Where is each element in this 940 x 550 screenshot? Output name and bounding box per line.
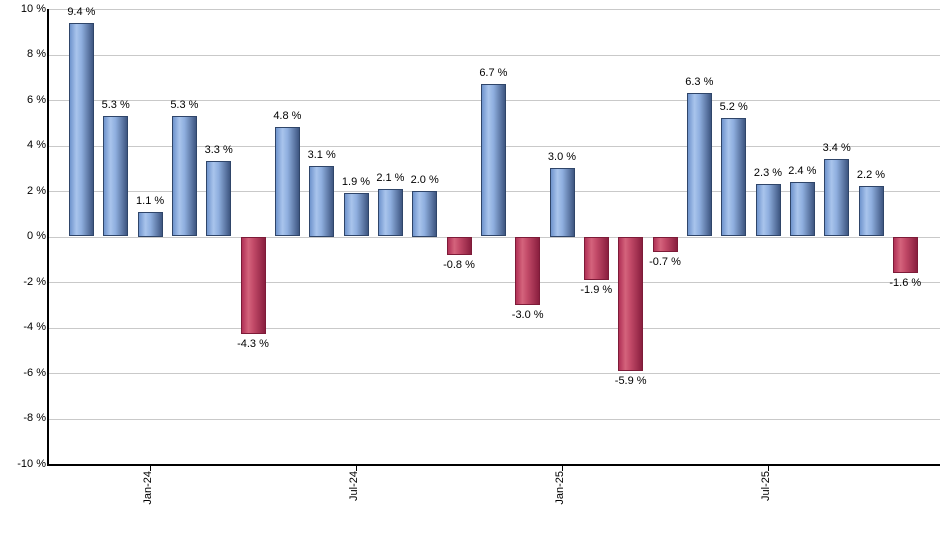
y-axis-label: -6 %: [23, 366, 46, 379]
bar-value-label: 3.0 %: [547, 151, 577, 164]
x-axis-tick: [150, 464, 152, 471]
bar-value-label: 3.3 %: [204, 144, 233, 157]
bar: [515, 236, 541, 305]
x-axis-tick: [562, 464, 563, 471]
bar: [789, 181, 815, 237]
bar-value-label: -1.6 %: [889, 276, 922, 289]
x-axis-label: Jan-25: [554, 471, 566, 505]
gridline: [48, 236, 940, 238]
x-axis-tick: [768, 464, 769, 471]
bar-value-label: -0.8 %: [443, 258, 475, 271]
bar: [377, 188, 403, 237]
bar: [652, 236, 678, 253]
bar: [618, 236, 644, 371]
y-axis-label: 0 %: [27, 230, 46, 242]
y-axis-label: 10 %: [20, 2, 46, 15]
bar-value-label: 3.4 %: [822, 142, 851, 155]
y-axis-label: -8 %: [23, 412, 46, 424]
bar: [274, 127, 300, 237]
bar: [824, 159, 850, 237]
y-axis-label: -4 %: [23, 321, 46, 333]
bar-value-label: 5.3 %: [101, 98, 130, 111]
y-axis-label: -10 %: [17, 457, 46, 470]
y-axis-label: 4 %: [27, 139, 46, 151]
bar: [755, 184, 781, 237]
bar-value-label: 9.4 %: [67, 5, 96, 18]
bar: [240, 236, 266, 335]
bar-value-label: 4.8 %: [273, 110, 302, 123]
bar-value-label: 2.0 %: [410, 174, 439, 186]
bar: [206, 161, 232, 237]
bar: [858, 186, 884, 237]
y-axis-label: -2 %: [23, 275, 46, 288]
bar-value-label: 5.3 %: [170, 98, 199, 111]
gridline: [48, 282, 940, 283]
y-axis-label: 6 %: [27, 93, 46, 106]
y-axis-label: 2 %: [27, 184, 46, 197]
y-axis-label: 8 %: [27, 48, 46, 60]
bar-value-label: -5.9 %: [614, 374, 647, 387]
gridline: [48, 54, 940, 56]
bar: [68, 22, 94, 237]
x-axis-label: Jul-25: [760, 471, 772, 501]
gridline: [48, 9, 940, 10]
bar: [892, 236, 918, 273]
bar-value-label: 6.3 %: [685, 76, 714, 89]
x-axis-line: [47, 464, 940, 466]
bar: [549, 168, 575, 237]
bar: [171, 115, 197, 237]
x-axis-tick: [356, 464, 357, 471]
bar: [480, 84, 506, 237]
bar: [686, 93, 712, 237]
bar: [309, 166, 335, 237]
gridline: [48, 373, 940, 374]
gridline: [48, 327, 940, 329]
x-axis-label: Jul-24: [348, 471, 360, 501]
bar: [446, 236, 472, 255]
bar-value-label: 1.1 %: [136, 194, 165, 207]
bar: [103, 115, 129, 237]
bar: [583, 236, 609, 280]
bar: [137, 211, 163, 237]
x-axis-label: Jan-24: [142, 471, 155, 505]
y-axis-line: [47, 9, 49, 466]
bar: [412, 191, 438, 237]
bar-value-label: -1.9 %: [580, 283, 613, 296]
bar-value-label: 2.2 %: [856, 169, 886, 182]
bar: [721, 118, 747, 237]
bar-value-label: 2.4 %: [788, 164, 817, 177]
bar-value-label: -0.7 %: [649, 256, 681, 269]
bar-value-label: -4.3 %: [237, 338, 269, 351]
bar-value-label: 3.1 %: [307, 149, 336, 161]
bar-value-label: 1.9 %: [341, 176, 371, 189]
bar-value-label: 2.1 %: [376, 171, 405, 184]
bar: [343, 193, 369, 237]
bar-value-label: -3.0 %: [511, 308, 544, 321]
bar-value-label: 2.3 %: [753, 167, 783, 180]
bar-value-label: 5.2 %: [719, 101, 748, 114]
bar-value-label: 6.7 %: [479, 67, 508, 80]
gridline: [48, 418, 940, 420]
